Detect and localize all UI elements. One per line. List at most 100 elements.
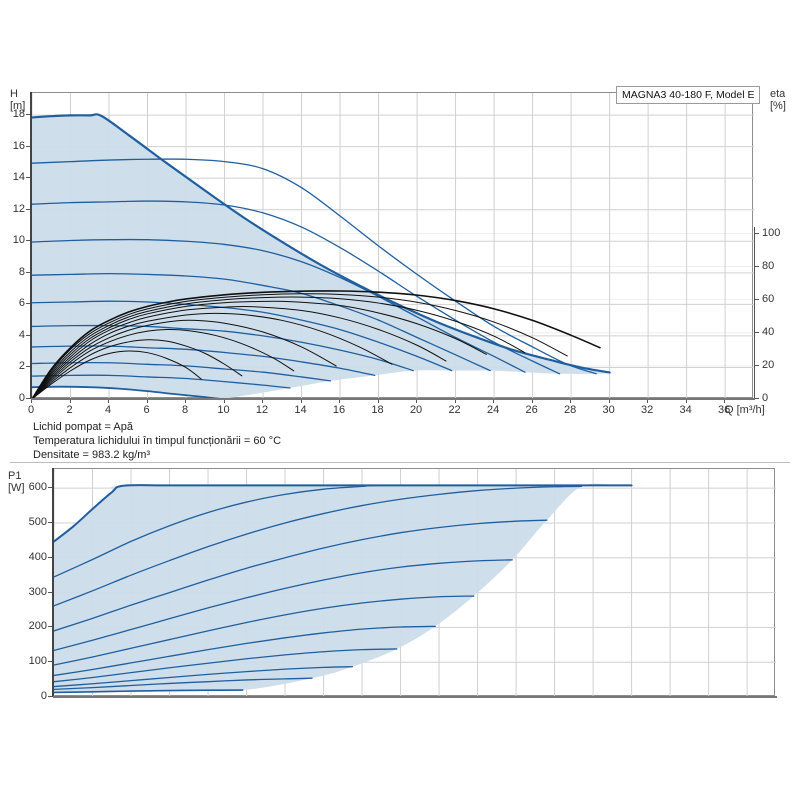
head-xtick-mark: [108, 399, 109, 403]
head-chart-plot-area: [31, 92, 754, 399]
eta-tick-40: 40: [762, 325, 775, 338]
head-xtick-mark: [608, 399, 610, 403]
power-ytick-mark: [48, 487, 53, 489]
head-xtick-16: 16: [332, 404, 346, 416]
eta-tick-60: 60: [762, 292, 775, 305]
power-chart-svg: [54, 469, 776, 697]
head-xtick-mark: [300, 399, 302, 403]
head-ytick-2: 2: [18, 360, 25, 373]
power-ytick-500: 500: [28, 515, 47, 528]
head-xtick-mark: [570, 399, 572, 403]
head-xtick-6: 6: [143, 404, 150, 416]
power-ytick-0: 0: [40, 690, 47, 702]
head-xtick-30: 30: [602, 404, 615, 416]
head-ytick-mark: [26, 271, 31, 273]
head-xtick-36: 36: [717, 404, 731, 416]
head-ytick-14: 14: [12, 171, 25, 184]
head-ytick-18: 18: [12, 108, 25, 121]
eta-tick-mark: [754, 232, 759, 234]
head-xtick-mark: [31, 399, 32, 403]
head-ytick-4: 4: [18, 328, 25, 341]
note-line-3: Densitate = 983.2 kg/m³: [33, 449, 151, 461]
head-ytick-10: 10: [12, 234, 25, 247]
head-xtick-28: 28: [563, 404, 577, 416]
power-ytick-400: 400: [28, 550, 47, 563]
head-ytick-0: 0: [18, 392, 25, 404]
head-x-axis-label: Q [m³/h]: [725, 404, 765, 416]
eta-tick-mark: [754, 364, 759, 366]
head-ytick-mark: [26, 366, 31, 368]
head-xtick-mark: [416, 399, 418, 403]
head-y-axis-line: [30, 92, 32, 399]
head-xtick-10: 10: [217, 404, 230, 416]
head-xtick-mark: [69, 399, 71, 403]
head-ytick-mark: [26, 208, 31, 210]
head-ytick-8: 8: [18, 265, 25, 278]
eta-tick-20: 20: [762, 358, 775, 371]
head-ytick-16: 16: [12, 139, 25, 152]
head-xtick-mark: [339, 399, 341, 403]
head-xtick-mark: [647, 399, 649, 403]
section-divider: [10, 462, 790, 463]
power-ytick-mark: [48, 696, 53, 697]
head-xtick-12: 12: [255, 404, 269, 416]
power-ytick-mark: [48, 556, 53, 558]
head-xtick-mark: [223, 399, 225, 403]
head-ytick-12: 12: [12, 202, 25, 215]
head-xtick-14: 14: [294, 404, 307, 416]
power-ytick-200: 200: [28, 620, 47, 633]
head-xtick-22: 22: [448, 404, 461, 416]
power-x-axis-line: [53, 696, 777, 698]
head-xtick-mark: [146, 399, 148, 403]
eta-tick-mark: [754, 331, 759, 333]
eta-axis-label: eta [%]: [770, 88, 786, 112]
head-ytick-6: 6: [18, 297, 25, 310]
power-ytick-300: 300: [28, 585, 47, 598]
eta-tick-mark: [754, 398, 759, 399]
eta-tick-mark: [754, 265, 759, 267]
note-line-1: Lichid pompat = Apă: [33, 421, 133, 433]
head-ytick-mark: [26, 334, 31, 336]
head-xtick-26: 26: [525, 404, 538, 416]
head-ytick-mark: [26, 114, 31, 116]
head-ytick-mark: [26, 145, 31, 147]
eta-tick-mark: [754, 298, 759, 300]
head-xtick-mark: [493, 399, 495, 403]
head-xtick-24: 24: [486, 404, 500, 416]
head-xtick-34: 34: [679, 404, 692, 416]
eta-axis-line: [754, 226, 755, 398]
power-ytick-mark: [48, 626, 53, 628]
head-xtick-mark: [454, 399, 456, 403]
head-xtick-18: 18: [371, 404, 384, 416]
head-ytick-mark: [26, 240, 31, 242]
power-ytick-mark: [48, 661, 53, 663]
head-xtick-20: 20: [409, 404, 423, 416]
power-ytick-100: 100: [28, 655, 47, 668]
head-xtick-mark: [685, 399, 687, 403]
head-xtick-mark: [724, 399, 726, 403]
head-xtick-mark: [262, 399, 264, 403]
head-xtick-32: 32: [640, 404, 654, 416]
power-ytick-600: 600: [28, 481, 47, 494]
head-ytick-mark: [26, 303, 31, 305]
head-xtick-mark: [531, 399, 533, 403]
eta-tick-100: 100: [762, 226, 781, 239]
power-ytick-mark: [48, 591, 53, 593]
head-xtick-8: 8: [181, 404, 189, 416]
head-ytick-mark: [26, 398, 31, 399]
head-xtick-mark: [185, 399, 187, 403]
head-y-axis-label: H [m]: [10, 88, 26, 112]
head-ytick-mark: [26, 177, 31, 179]
head-xtick-mark: [377, 399, 379, 403]
head-xtick-2: 2: [66, 404, 73, 416]
power-y-axis-label: P1 [W]: [8, 470, 25, 494]
head-xtick-4: 4: [104, 404, 112, 416]
note-line-2: Temperatura lichidului în timpul funcțio…: [33, 435, 282, 447]
head-xtick-0: 0: [27, 404, 35, 416]
eta-tick-80: 80: [762, 259, 775, 272]
head-chart-svg: [32, 93, 754, 399]
power-y-axis-line: [52, 468, 54, 697]
power-chart-plot-area: [53, 468, 776, 697]
head-x-axis-line: [31, 398, 755, 400]
